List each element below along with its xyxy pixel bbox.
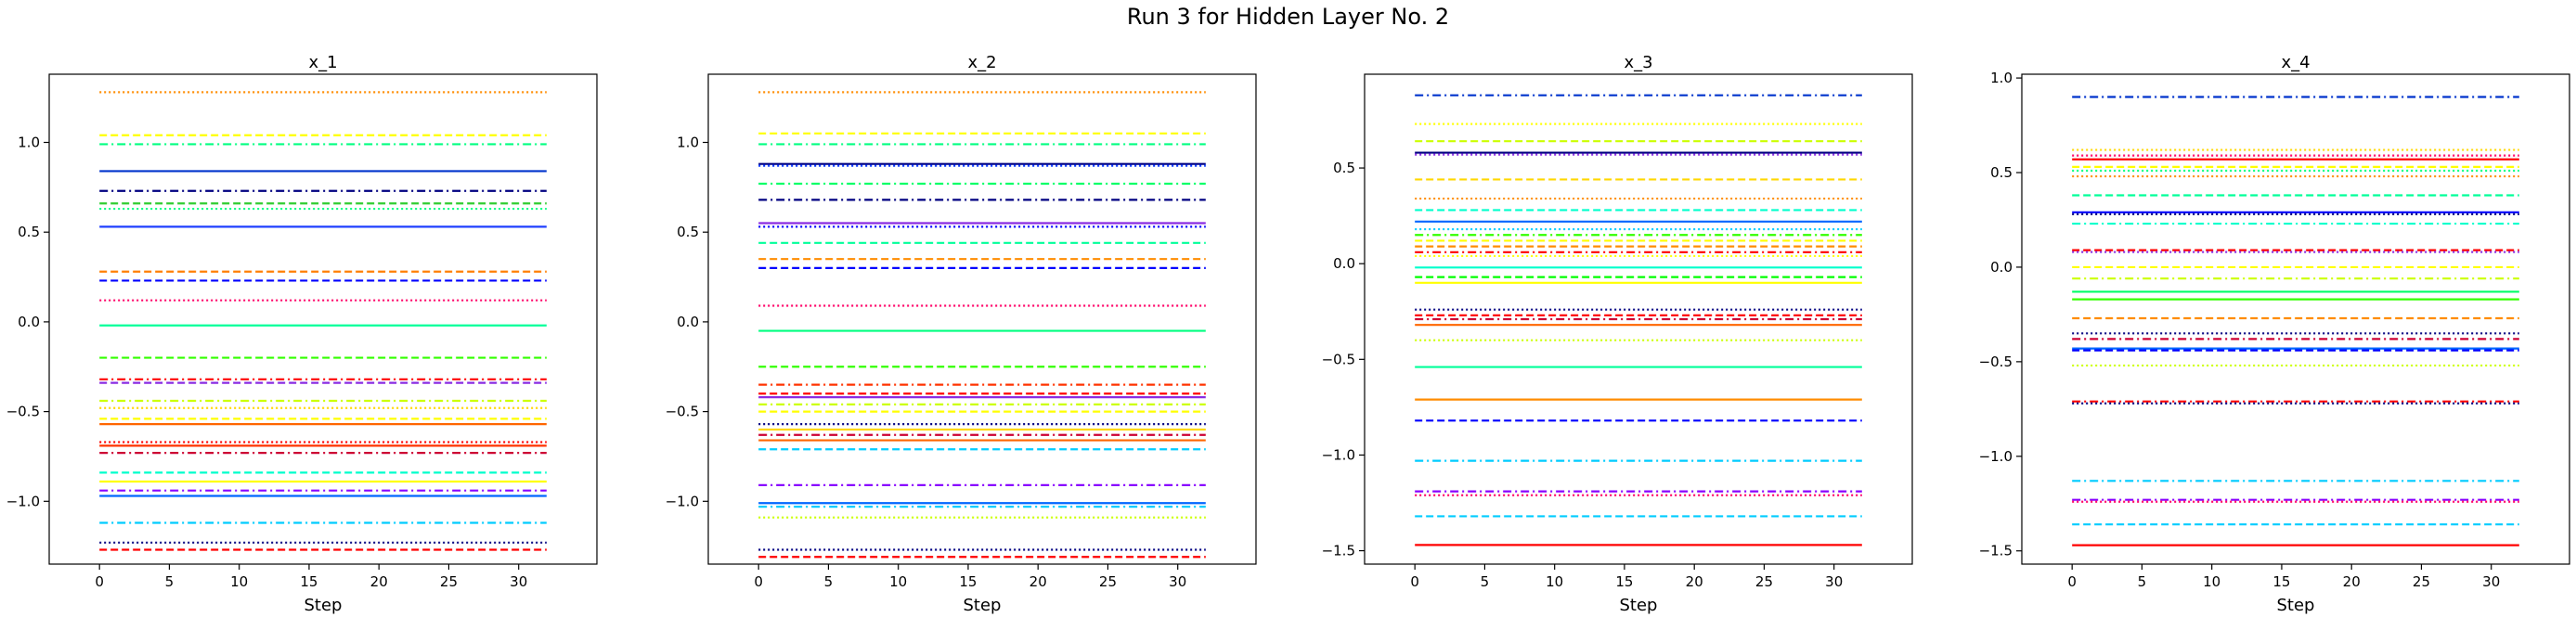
subplot-2: 0 5 10 15 20 25 30 −1.0 −0.5 0.0 0.5 1.0 x_2 Step <box>666 53 1257 615</box>
subplot-title: x_1 <box>308 53 337 72</box>
x-tick-label: 10 <box>1546 573 1563 590</box>
x-tick-label: 10 <box>230 573 248 590</box>
figure-title: Run 3 for Hidden Layer No. 2 <box>1126 4 1450 30</box>
y-tick-label: −1.0 <box>666 493 699 509</box>
x-tick-label: 25 <box>1755 573 1773 590</box>
x-tick-label: 15 <box>2272 573 2290 590</box>
x-tick-label: 10 <box>2203 573 2220 590</box>
y-tick-label: 0.5 <box>1333 160 1355 176</box>
x-tick-label: 15 <box>959 573 977 590</box>
y-tick-label: 1.0 <box>1990 70 2013 86</box>
x-tick-label: 25 <box>2413 573 2430 590</box>
x-tick-label: 20 <box>370 573 388 590</box>
subplot-3: 0 5 10 15 20 25 30 −1.5 −1.0 −0.5 0.0 0.5 x_3 Step <box>1322 53 1913 615</box>
x-tick-label: 15 <box>300 573 317 590</box>
y-tick-label: 1.0 <box>18 134 40 150</box>
y-tick-label: −1.0 <box>6 493 40 509</box>
subplot-title: x_3 <box>1624 53 1652 72</box>
x-axis-label: Step <box>1620 596 1658 615</box>
y-tick-label: 0.5 <box>1990 164 2013 181</box>
y-tick-label: −1.5 <box>1979 543 2013 559</box>
y-tick-label: −0.5 <box>1979 353 2013 370</box>
x-tick-label: 0 <box>95 573 104 590</box>
x-tick-label: 20 <box>1029 573 1047 590</box>
x-tick-label: 5 <box>824 573 834 590</box>
x-axis-label: Step <box>2277 596 2315 615</box>
x-tick-label: 20 <box>2343 573 2361 590</box>
x-tick-label: 20 <box>1686 573 1703 590</box>
y-tick-label: 0.0 <box>677 314 699 330</box>
x-tick-label: 5 <box>1481 573 1490 590</box>
y-tick-label: −1.0 <box>1322 446 1355 463</box>
y-tick-label: −0.5 <box>666 404 699 420</box>
x-tick-label: 30 <box>1825 573 1843 590</box>
y-tick-label: 0.5 <box>677 224 699 240</box>
x-tick-label: 0 <box>754 573 763 590</box>
x-tick-label: 0 <box>2067 573 2077 590</box>
subplot-title: x_2 <box>967 53 996 72</box>
x-axis-label: Step <box>304 596 343 615</box>
x-tick-label: 25 <box>1099 573 1117 590</box>
y-tick-label: −0.5 <box>6 404 40 420</box>
subplot-1: 0 5 10 15 20 25 30 −1.0 −0.5 0.0 0.5 1.0 x_1 Step <box>6 53 598 615</box>
x-tick-label: 5 <box>2138 573 2147 590</box>
y-tick-label: −1.5 <box>1322 543 1355 559</box>
axes-frame <box>707 73 1257 565</box>
x-tick-label: 30 <box>1169 573 1186 590</box>
y-tick-label: 0.5 <box>18 224 40 240</box>
x-tick-label: 30 <box>510 573 527 590</box>
x-tick-label: 10 <box>889 573 907 590</box>
x-tick-label: 15 <box>1615 573 1633 590</box>
y-tick-label: 0.0 <box>1333 255 1355 272</box>
subplot-4: 0 5 10 15 20 25 30 −1.5 −1.0 −0.5 0.0 0.5 1.0 x_4 Step <box>1979 53 2570 615</box>
subplot-title: x_4 <box>2281 53 2310 72</box>
x-tick-label: 0 <box>1410 573 1419 590</box>
y-tick-label: 1.0 <box>677 134 699 150</box>
x-tick-label: 5 <box>165 573 175 590</box>
axes-frame <box>2021 73 2570 565</box>
y-tick-label: −1.0 <box>1979 448 2013 465</box>
x-axis-label: Step <box>964 596 1002 615</box>
y-tick-label: 0.0 <box>1990 259 2013 276</box>
axes-frame <box>1364 73 1913 565</box>
axes-frame <box>48 73 598 565</box>
y-tick-label: 0.0 <box>18 314 40 330</box>
x-tick-label: 30 <box>2482 573 2500 590</box>
x-tick-label: 25 <box>440 573 458 590</box>
y-tick-label: −0.5 <box>1322 351 1355 367</box>
